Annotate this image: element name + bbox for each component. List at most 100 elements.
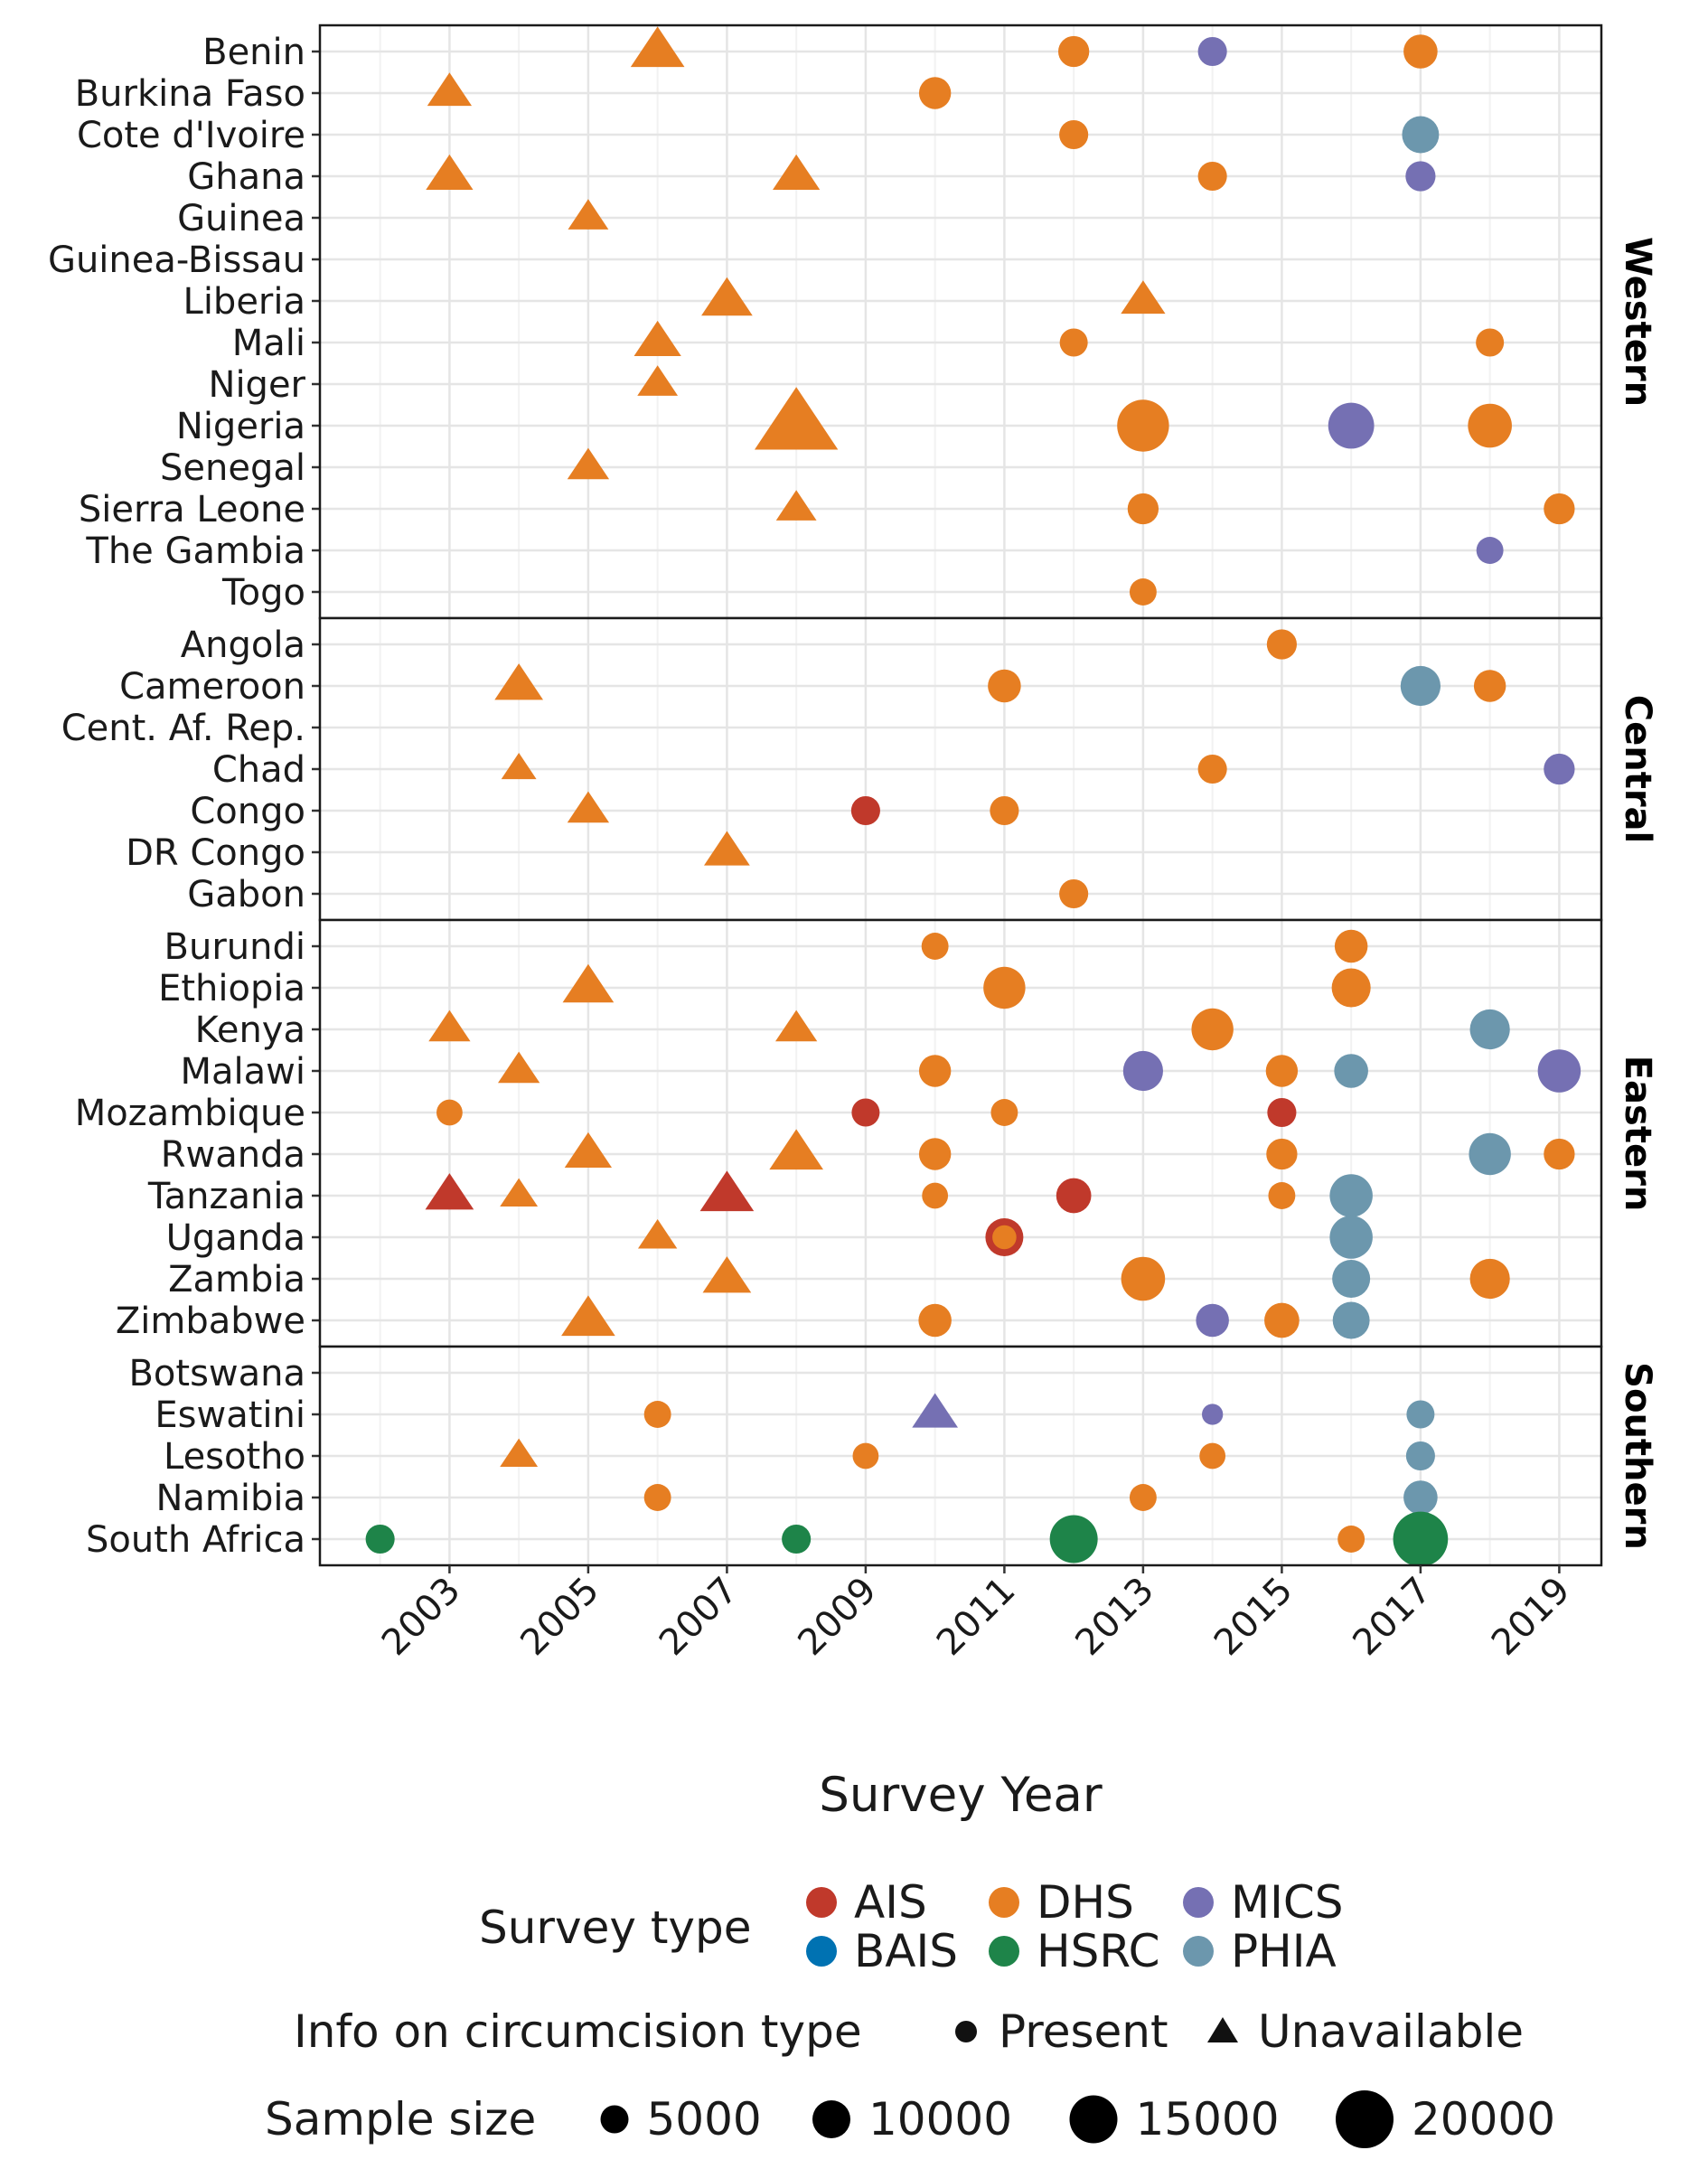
y-tick-label: Congo xyxy=(190,791,305,832)
point-zimbabwe-2010-dhs xyxy=(918,1303,952,1338)
legend-swatch xyxy=(812,2100,850,2138)
point-angola-2015-dhs xyxy=(1266,629,1297,660)
y-tick-label: Namibia xyxy=(155,1478,305,1519)
legend-item-ais: AIS xyxy=(806,1876,927,1929)
y-tick-label: Angola xyxy=(181,624,305,666)
y-tick-label: Guinea xyxy=(177,198,305,239)
point-zambia-2016-phia xyxy=(1332,1260,1371,1298)
point-cameroon-2017-phia xyxy=(1400,665,1441,707)
point-cameroon-2018-dhs xyxy=(1473,670,1506,702)
point-mozambique-2011-dhs xyxy=(990,1099,1018,1126)
point-tanzania-2015-dhs xyxy=(1268,1182,1296,1209)
point-benin-2017-dhs xyxy=(1403,34,1438,69)
x-axis-title: Survey Year xyxy=(819,1768,1103,1823)
point-mali-2006-dhs xyxy=(633,320,681,356)
x-tick-label: 2009 xyxy=(790,1570,885,1665)
point-rwanda-2018-phia xyxy=(1469,1132,1511,1176)
panel-background xyxy=(320,25,1601,618)
x-tick-label: 2015 xyxy=(1206,1570,1301,1665)
y-tick-label: Ghana xyxy=(187,156,305,198)
point-zimbabwe-2014-mics xyxy=(1196,1303,1229,1338)
y-tick-label: Cent. Af. Rep. xyxy=(61,708,305,749)
legend-label: HSRC xyxy=(1037,1925,1160,1977)
point-namibia-2013-dhs xyxy=(1129,1484,1157,1511)
y-tick-label: Togo xyxy=(221,572,305,614)
y-tick-label: The Gambia xyxy=(85,531,305,572)
point-eswatini-2014-mics xyxy=(1202,1404,1224,1425)
point-uganda-2016-phia xyxy=(1329,1216,1373,1259)
y-tick-label: Burkina Faso xyxy=(75,73,305,115)
point-south-africa-2012-hsrc xyxy=(1049,1515,1098,1563)
legend-swatch xyxy=(806,1936,837,1967)
y-tick-label: Mozambique xyxy=(75,1093,305,1134)
point-mozambique-2015-ais xyxy=(1267,1097,1297,1128)
point-tanzania-2010-dhs xyxy=(922,1182,949,1209)
legend-size-title: Sample size xyxy=(265,2093,536,2146)
legend-item-hsrc: HSRC xyxy=(989,1925,1160,1977)
point-south-africa-2002-hsrc xyxy=(365,1524,395,1554)
x-tick-label: 2007 xyxy=(652,1570,746,1665)
point-ghana-2003-dhs xyxy=(426,154,474,190)
legend-label: DHS xyxy=(1037,1876,1134,1929)
point-mali-2018-dhs xyxy=(1476,328,1505,357)
point-benin-2012-dhs xyxy=(1058,35,1090,68)
point-lesotho-2017-phia xyxy=(1405,1441,1435,1471)
point-rwanda-2005-dhs xyxy=(564,1131,613,1168)
y-tick-label: Liberia xyxy=(183,281,305,323)
point-ghana-2017-mics xyxy=(1405,161,1436,192)
legend-label: MICS xyxy=(1231,1876,1344,1929)
legend-color-title: Survey type xyxy=(479,1901,752,1954)
point-mozambique-2003-dhs xyxy=(436,1099,463,1126)
legend-label: Present xyxy=(999,2005,1168,2058)
legend-swatch xyxy=(989,1936,1019,1967)
legend-swatch xyxy=(989,1887,1019,1918)
point-burundi-2016-dhs xyxy=(1334,929,1368,963)
point-nigeria-2008-dhs xyxy=(754,387,839,450)
legend-swatch xyxy=(1069,2095,1118,2144)
y-tick-label: DR Congo xyxy=(126,832,305,874)
y-tick-label: Nigeria xyxy=(176,406,305,447)
legend-label: PHIA xyxy=(1231,1925,1337,1977)
y-tick-label: Botswana xyxy=(128,1353,305,1394)
y-tick-label: South Africa xyxy=(86,1519,305,1561)
point-burkina-faso-2010-dhs xyxy=(918,77,952,109)
y-tick-label: Ethiopia xyxy=(158,968,305,1009)
point-sierra-leone-2013-dhs xyxy=(1127,493,1159,525)
point-niger-2006-dhs xyxy=(637,365,679,396)
legend-item-present: Present xyxy=(955,2005,1168,2058)
point-cameroon-2004-dhs xyxy=(494,663,544,700)
y-tick-label: Senegal xyxy=(160,447,305,489)
legend-size-10000: 10000 xyxy=(812,2093,1012,2146)
y-tick-label: Tanzania xyxy=(147,1176,305,1217)
legend-size-15000: 15000 xyxy=(1069,2093,1280,2146)
legend-swatch xyxy=(600,2105,629,2134)
point-lesotho-2009-dhs xyxy=(852,1442,879,1469)
point-lesotho-2004-dhs xyxy=(500,1438,539,1468)
x-tick-label: 2019 xyxy=(1484,1570,1579,1665)
point-zambia-2007-dhs xyxy=(702,1256,752,1293)
x-tick-label: 2011 xyxy=(929,1570,1024,1665)
legend-item-dhs: DHS xyxy=(989,1876,1134,1929)
point-tanzania-2003-ais xyxy=(425,1173,474,1210)
strip-label-central: Central xyxy=(1617,695,1658,844)
point-rwanda-2010-dhs xyxy=(918,1138,952,1170)
point-mozambique-2009-ais xyxy=(851,1098,880,1127)
point-rwanda-2008-dhs xyxy=(769,1129,823,1170)
legend-size-5000: 5000 xyxy=(600,2093,762,2146)
panel-background xyxy=(320,920,1601,1347)
point-kenya-2014-dhs xyxy=(1191,1008,1234,1051)
legend-item-unavailable: Unavailable xyxy=(1207,2005,1524,2058)
point-mali-2012-dhs xyxy=(1059,328,1088,357)
point-cote-d-ivoire-2017-phia xyxy=(1402,116,1440,154)
point-guinea-2005-dhs xyxy=(568,199,609,230)
point-gabon-2012-dhs xyxy=(1059,878,1089,909)
legend-item-phia: PHIA xyxy=(1183,1925,1337,1977)
point-ethiopia-2011-dhs xyxy=(983,966,1026,1009)
legend-shape-title: Info on circumcision type xyxy=(294,2005,862,2058)
point-ghana-2014-dhs xyxy=(1197,161,1227,192)
